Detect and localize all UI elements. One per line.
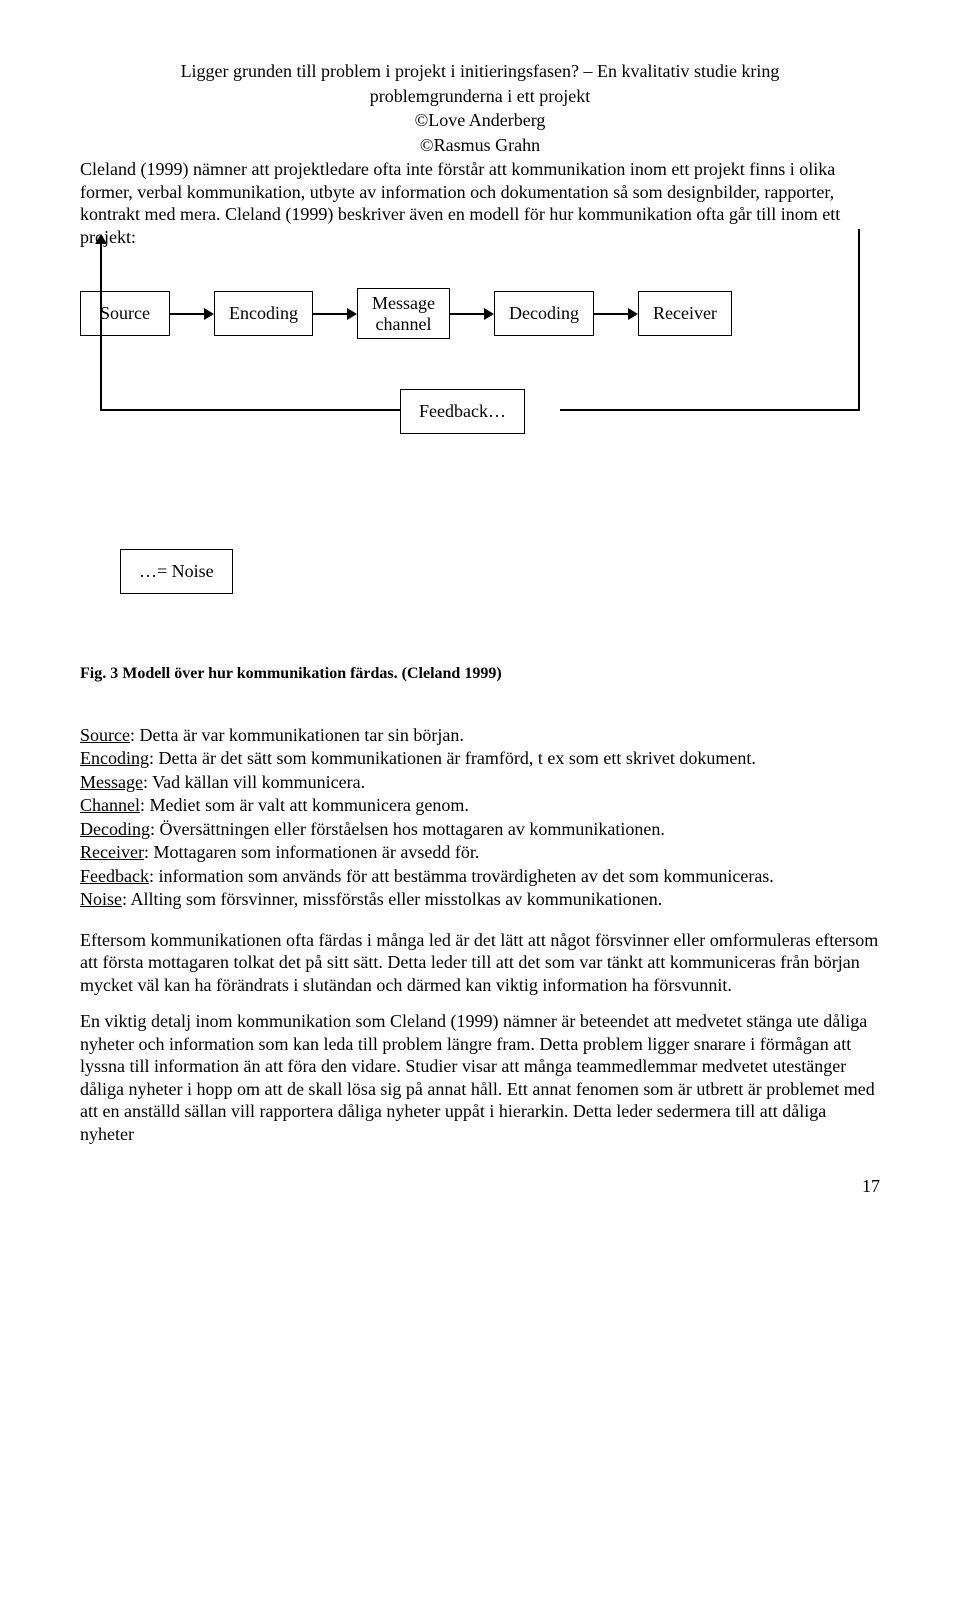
author-1: ©Love Anderberg (80, 109, 880, 132)
def-decoding-label: Decoding (80, 819, 150, 839)
def-decoding-text: : Översättningen eller förståelsen hos m… (150, 819, 665, 839)
def-source-text: : Detta är var kommunikationen tar sin b… (130, 725, 464, 745)
def-source-label: Source (80, 725, 130, 745)
intro-paragraph: Cleland (1999) nämner att projektledare … (80, 158, 880, 248)
def-receiver-text: : Mottagaren som informationen är avsedd… (144, 842, 479, 862)
feedback-line (560, 409, 860, 411)
feedback-line (858, 229, 860, 409)
def-message-text: : Vad källan vill kommunicera. (143, 772, 365, 792)
node-encoding: Encoding (214, 291, 313, 336)
def-feedback-text: : information som används för att bestäm… (149, 866, 774, 886)
def-channel-label: Channel (80, 795, 140, 815)
def-receiver-label: Receiver (80, 842, 144, 862)
communication-diagram: Source Encoding Message channel Decoding… (80, 288, 880, 634)
node-source: Source (80, 291, 170, 336)
node-message-l2: channel (372, 314, 435, 335)
header-subtitle: problemgrunderna i ett projekt (80, 85, 880, 108)
arrow-icon (170, 313, 214, 315)
node-message-channel: Message channel (357, 288, 450, 339)
definitions-block: Source: Detta är var kommunikationen tar… (80, 724, 880, 911)
feedback-line (100, 409, 400, 411)
arrow-icon (313, 313, 357, 315)
node-noise: …= Noise (120, 549, 233, 594)
arrow-icon (594, 313, 638, 315)
arrow-icon (450, 313, 494, 315)
def-channel-text: : Mediet som är valt att kommunicera gen… (140, 795, 469, 815)
paragraph-3: En viktig detalj inom kommunikation som … (80, 1010, 880, 1145)
def-noise-text: : Allting som försvinner, missförstås el… (122, 889, 662, 909)
arrow-up-icon (95, 234, 107, 244)
author-2: ©Rasmus Grahn (80, 134, 880, 157)
feedback-loop: Feedback… (80, 389, 880, 449)
def-feedback-label: Feedback (80, 866, 149, 886)
def-message-label: Message (80, 772, 143, 792)
node-feedback: Feedback… (400, 389, 525, 434)
paragraph-2: Eftersom kommunikationen ofta färdas i m… (80, 929, 880, 997)
node-receiver: Receiver (638, 291, 732, 336)
feedback-line (100, 244, 102, 411)
def-encoding-label: Encoding (80, 748, 149, 768)
def-noise-label: Noise (80, 889, 122, 909)
figure-caption: Fig. 3 Modell över hur kommunikation fär… (80, 664, 880, 684)
diagram-top-row: Source Encoding Message channel Decoding… (80, 288, 880, 339)
header-title-line: Ligger grunden till problem i projekt i … (80, 60, 880, 83)
node-decoding: Decoding (494, 291, 594, 336)
page-number: 17 (80, 1175, 880, 1198)
node-message-l1: Message (372, 293, 435, 314)
def-encoding-text: : Detta är det sätt som kommunikationen … (149, 748, 756, 768)
